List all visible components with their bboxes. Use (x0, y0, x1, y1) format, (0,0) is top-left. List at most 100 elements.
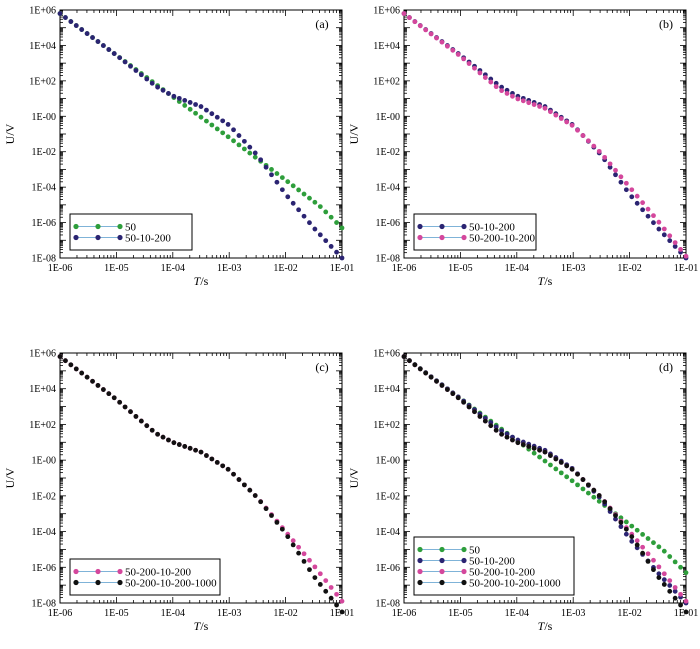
data-point (683, 598, 689, 604)
y-tick-label: 1E-00 (32, 456, 56, 467)
data-point (645, 551, 651, 557)
data-point (623, 180, 629, 186)
data-point (187, 100, 193, 105)
data-point (79, 27, 85, 32)
data-point (558, 116, 564, 121)
data-point (204, 107, 209, 113)
data-point (477, 70, 483, 76)
data-point (580, 486, 586, 492)
data-point (520, 442, 526, 447)
series-50-200-10-200-1000 (401, 354, 689, 615)
data-point (488, 423, 494, 429)
y-tick-label: 1E-06 (32, 563, 56, 574)
data-point (531, 450, 537, 456)
data-point (339, 609, 345, 615)
x-tick-label: 1E-02 (273, 608, 297, 619)
y-axis-title: U/V (347, 467, 361, 488)
data-point (488, 79, 494, 85)
data-point (231, 138, 236, 144)
data-point (323, 578, 329, 584)
data-point (285, 194, 291, 200)
panel-d: 1E-061E-051E-041E-031E-021E-011E-081E-06… (347, 349, 698, 634)
data-point (209, 122, 215, 128)
data-point (138, 418, 144, 424)
legend-label: 50-10-200 (125, 233, 171, 245)
legend-label: 50 (125, 222, 137, 234)
data-point (111, 51, 117, 56)
data-point (323, 209, 329, 215)
data-point (623, 526, 629, 532)
legend-label: 50-200-10-200-1000 (469, 578, 561, 590)
data-point (591, 143, 597, 149)
data-point (258, 499, 264, 505)
data-point (428, 31, 434, 37)
x-tick-label: 1E-05 (448, 608, 472, 619)
data-point (334, 220, 339, 225)
data-point (133, 414, 139, 419)
data-point (493, 424, 499, 430)
data-point (312, 226, 318, 232)
x-tick-label: 1E-04 (505, 263, 529, 274)
data-point (301, 551, 307, 557)
data-point (95, 39, 101, 44)
data-point (417, 366, 423, 372)
data-point (100, 43, 106, 48)
data-point (155, 431, 161, 437)
data-point (623, 531, 629, 537)
data-point (187, 445, 193, 451)
data-point (542, 449, 548, 455)
data-point (214, 126, 220, 132)
legend-marker (117, 223, 123, 230)
data-point (423, 370, 429, 376)
data-point (106, 391, 112, 397)
legend-item: 50-200-10-200-1000 (417, 578, 561, 590)
legend-marker (461, 223, 467, 230)
data-point (312, 575, 318, 580)
data-point (640, 544, 646, 550)
data-point (520, 98, 526, 104)
legend-marker (417, 579, 423, 586)
data-point (231, 127, 236, 133)
data-point (241, 146, 247, 152)
data-point (252, 150, 258, 156)
data-point (274, 519, 280, 525)
data-point (439, 383, 445, 388)
legend-item: 50-200-10-200 (417, 567, 535, 579)
data-point (651, 220, 656, 226)
data-point (678, 564, 683, 570)
y-tick-label: 1E-04 (376, 527, 400, 538)
data-point (672, 244, 678, 249)
data-point (564, 474, 570, 480)
legend-item: 50-10-200 (73, 233, 171, 245)
data-point (144, 423, 150, 429)
legend-label: 50-200-10-200 (125, 567, 191, 579)
data-point (241, 138, 247, 144)
data-point (128, 409, 133, 415)
data-point (312, 199, 318, 205)
legend-marker (95, 579, 101, 586)
data-point (301, 191, 307, 197)
data-point (423, 27, 429, 33)
data-point (328, 244, 334, 249)
y-tick-label: 1E+04 (29, 384, 56, 395)
data-point (269, 513, 274, 518)
data-point (328, 595, 334, 601)
data-point (499, 428, 505, 434)
legend-marker (417, 546, 423, 553)
data-point (661, 548, 667, 554)
y-axis-title: U/V (347, 123, 361, 144)
series-50-10-200 (57, 11, 345, 261)
data-point (68, 362, 74, 368)
x-tick-label: 1E-02 (617, 263, 641, 274)
data-point (301, 213, 307, 219)
legend-marker (73, 579, 79, 586)
data-point (301, 558, 307, 564)
data-point (166, 91, 171, 96)
data-point (672, 559, 678, 565)
data-point (634, 200, 640, 206)
data-point (296, 207, 302, 213)
data-point (656, 544, 662, 550)
y-tick-label: 1E+02 (29, 420, 56, 431)
data-point (90, 378, 95, 384)
data-point (661, 232, 667, 238)
